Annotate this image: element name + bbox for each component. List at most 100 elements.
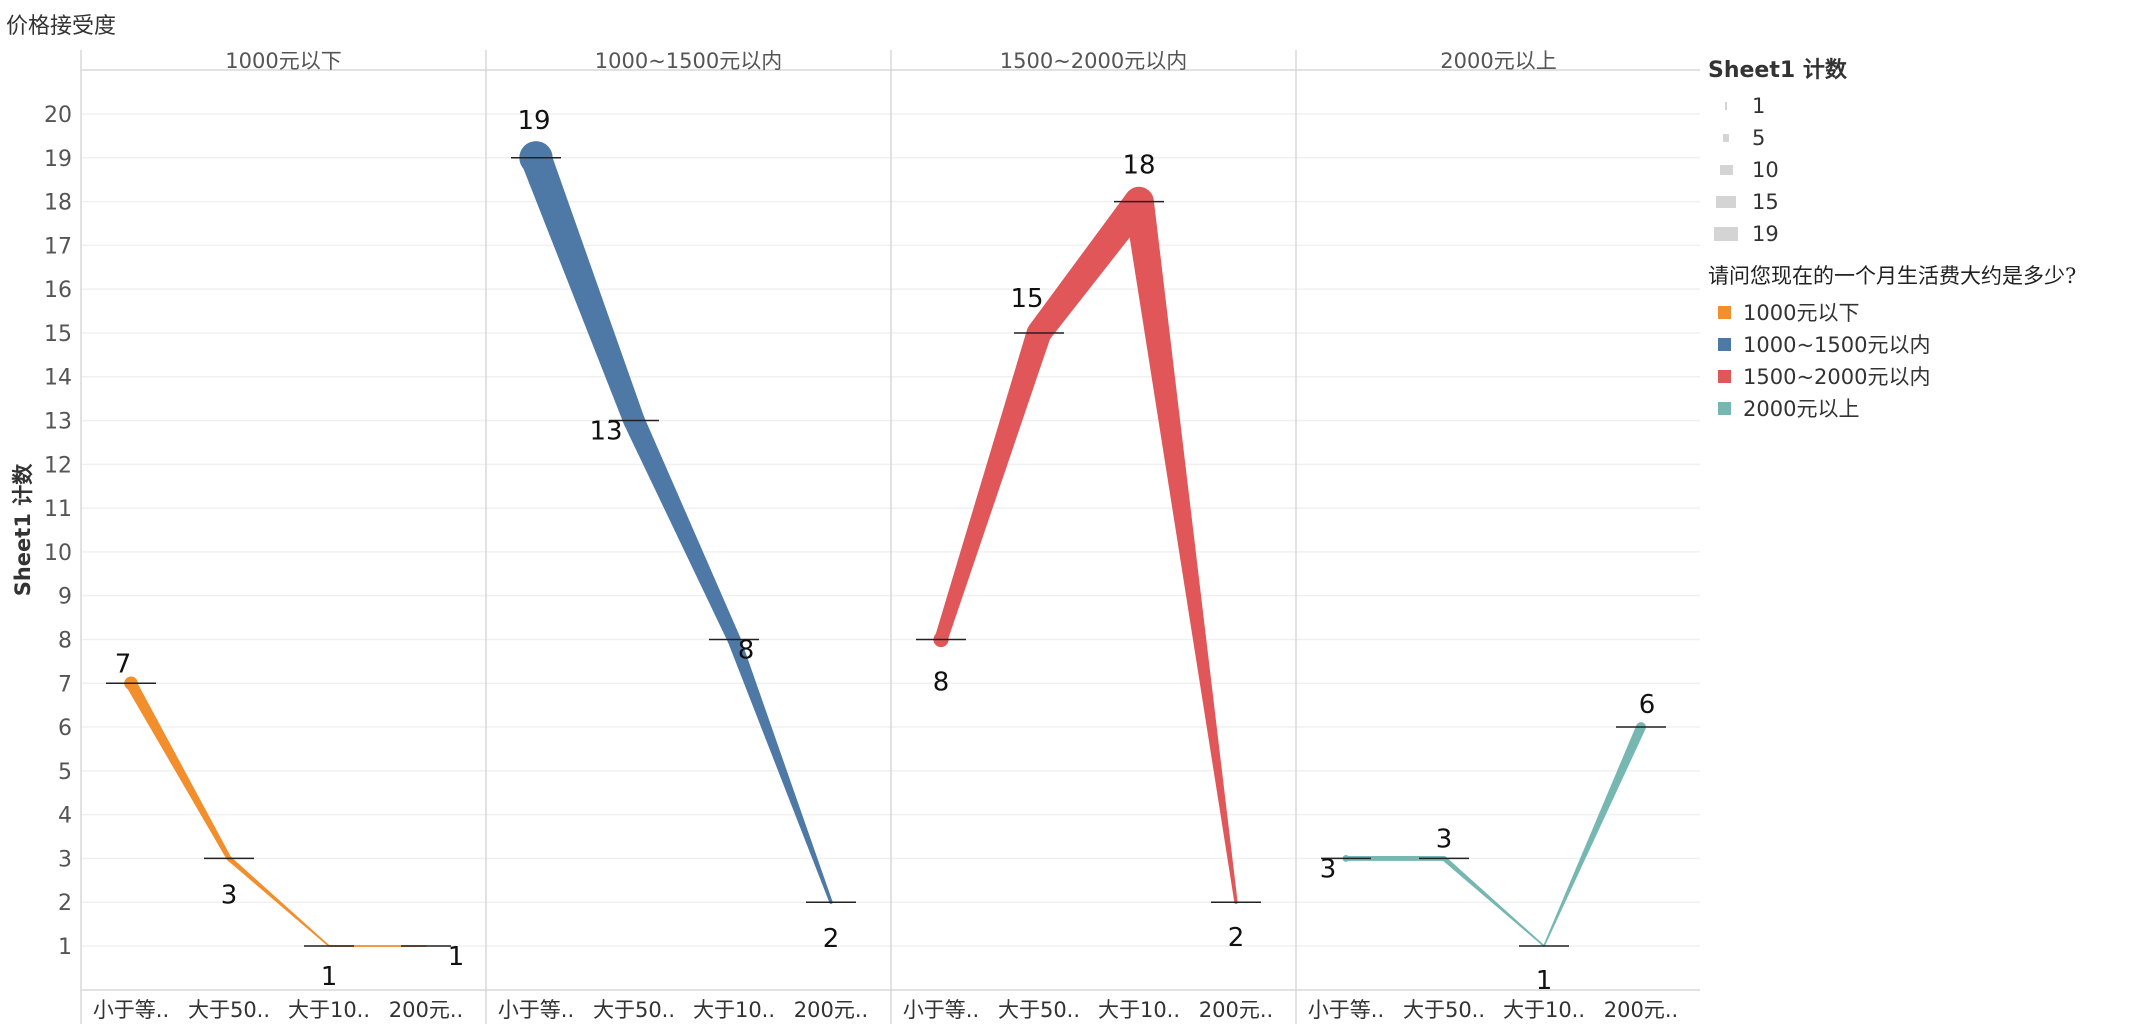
data-label: 2 [1228, 923, 1245, 953]
color-legend-label: 1500~2000元以内 [1743, 365, 1931, 389]
color-legend-title: 请问您现在的一个月生活费大约是多少? [1708, 264, 2077, 288]
series-line-segment [1442, 856, 1545, 947]
x-tick-label: 大于50.. [1403, 998, 1485, 1022]
x-tick-label: 200元.. [1199, 998, 1273, 1022]
y-tick-label: 3 [58, 847, 72, 872]
series-line-segment [227, 856, 330, 947]
size-swatch [1713, 226, 1739, 242]
series-line-segment [727, 637, 833, 903]
panel-title: 1000元以下 [225, 49, 341, 73]
panel-title: 2000元以上 [1440, 49, 1556, 73]
data-label: 1 [448, 942, 465, 972]
size-legend-label: 15 [1752, 190, 1779, 214]
size-legend-title: Sheet1 计数 [1708, 58, 1847, 83]
y-tick-label: 14 [44, 366, 72, 391]
size-legend-item: 15 [1708, 186, 2128, 218]
x-tick-label: 小于等.. [93, 998, 169, 1022]
x-tick-label: 200元.. [1604, 998, 1678, 1022]
x-tick-label: 大于10.. [288, 998, 370, 1022]
y-tick-label: 11 [44, 497, 72, 522]
color-legend-item: 1000~1500元以内 [1708, 328, 2128, 360]
x-tick-label: 大于50.. [998, 998, 1080, 1022]
x-tick-label: 小于等.. [903, 998, 979, 1022]
size-legend-item: 19 [1708, 218, 2128, 250]
x-tick-label: 小于等.. [498, 998, 574, 1022]
color-legend: 1000元以下 1000~1500元以内 1500~2000元以内 2000元以上 [1708, 296, 2128, 424]
size-legend-label: 19 [1752, 222, 1779, 246]
series-line-segment [1029, 192, 1151, 341]
size-legend-box [1708, 195, 1744, 209]
y-tick-label: 4 [58, 804, 72, 829]
series-line-segment [1124, 199, 1238, 903]
size-swatch [1722, 133, 1730, 143]
color-legend-label: 1000~1500元以内 [1743, 333, 1931, 357]
data-label: 8 [738, 635, 755, 665]
y-tick-label: 1 [58, 935, 72, 960]
y-tick-label: 16 [44, 278, 72, 303]
series-line-segment [934, 329, 1051, 642]
x-tick-label: 大于10.. [1503, 998, 1585, 1022]
color-swatch [1718, 401, 1731, 415]
size-legend-box [1708, 226, 1744, 242]
series-line-segment [521, 152, 645, 425]
panel-title: 1500~2000元以内 [1000, 49, 1187, 73]
data-label: 3 [221, 880, 238, 910]
y-tick-label: 18 [44, 191, 72, 216]
size-legend-item: 10 [1708, 154, 2128, 186]
data-label: 13 [589, 417, 622, 447]
y-tick-label: 13 [44, 410, 72, 435]
y-tick-label: 9 [58, 585, 72, 610]
size-legend-box [1708, 133, 1744, 143]
color-legend-item: 2000元以上 [1708, 392, 2128, 424]
x-tick-label: 200元.. [794, 998, 868, 1022]
y-tick-label: 7 [58, 672, 72, 697]
x-tick-label: 大于10.. [693, 998, 775, 1022]
size-legend-item: 5 [1708, 122, 2128, 154]
panel-title: 1000~1500元以内 [595, 49, 782, 73]
color-legend-label: 2000元以上 [1743, 397, 1860, 421]
data-label: 7 [115, 649, 132, 679]
size-legend: 1 5 10 15 19 [1708, 90, 2128, 250]
y-tick-label: 20 [44, 103, 72, 128]
data-label: 3 [1436, 824, 1453, 854]
x-tick-label: 大于50.. [593, 998, 675, 1022]
color-legend-label: 1000元以下 [1743, 301, 1860, 325]
size-swatch [1716, 195, 1736, 209]
size-swatch [1719, 164, 1733, 176]
y-tick-label: 19 [44, 147, 72, 172]
legend: Sheet1 计数 1 5 10 15 19 请问您现在的一个月生活费大约是多少? 10… [1708, 52, 2128, 424]
color-swatch [1718, 337, 1731, 351]
x-tick-label: 大于50.. [188, 998, 270, 1022]
data-label: 1 [321, 962, 338, 992]
y-tick-label: 17 [44, 234, 72, 259]
series-line-segment [125, 680, 232, 860]
y-tick-label: 15 [44, 322, 72, 347]
x-tick-label: 200元.. [389, 998, 463, 1022]
y-tick-label: 2 [58, 891, 72, 916]
data-label: 19 [517, 106, 550, 136]
color-legend-item: 1500~2000元以内 [1708, 360, 2128, 392]
data-label: 3 [1320, 854, 1337, 884]
size-legend-label: 5 [1752, 126, 1766, 150]
size-legend-label: 1 [1752, 94, 1766, 118]
data-label: 8 [933, 667, 950, 697]
data-label: 18 [1122, 151, 1155, 181]
size-swatch [1725, 102, 1727, 110]
data-label: 1 [1536, 966, 1553, 996]
series-line-segment [624, 416, 741, 643]
y-tick-label: 6 [58, 716, 72, 741]
size-legend-item: 1 [1708, 90, 2128, 122]
chart-title: 价格接受度 [6, 14, 117, 39]
data-label: 6 [1639, 690, 1656, 720]
x-tick-label: 大于10.. [1098, 998, 1180, 1022]
x-tick-label: 小于等.. [1308, 998, 1384, 1022]
y-tick-label: 5 [58, 760, 72, 785]
y-axis-title: Sheet1 计数 [11, 463, 35, 597]
series-line-segment [1346, 855, 1444, 861]
series-line-segment [1543, 725, 1646, 947]
color-legend-item: 1000元以下 [1708, 296, 2128, 328]
y-tick-label: 8 [58, 628, 72, 653]
size-legend-box [1708, 164, 1744, 176]
color-swatch [1718, 369, 1731, 383]
